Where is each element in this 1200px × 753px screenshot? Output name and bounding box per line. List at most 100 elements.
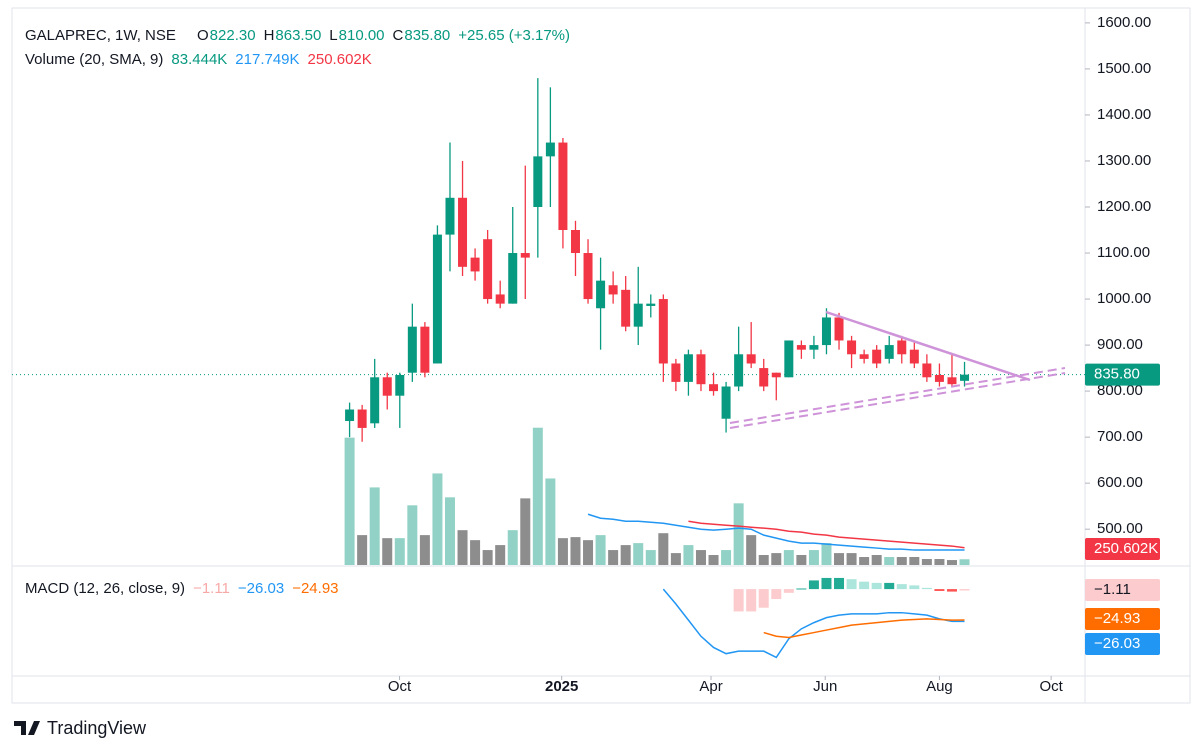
legend-text: H	[264, 27, 275, 44]
legend-text: L	[329, 27, 337, 44]
legend-text: O	[197, 27, 209, 44]
macd-histogram-bar	[783, 589, 794, 593]
histogram-tag-box	[1085, 579, 1160, 601]
macd-histogram-bar	[859, 581, 870, 590]
trendline	[729, 367, 1066, 424]
candle-body	[483, 239, 493, 300]
macd-histogram-bar	[959, 589, 970, 591]
trendline	[825, 310, 1031, 382]
logo: TradingView	[14, 718, 147, 738]
volume-bar	[520, 498, 531, 565]
macd-tag: −26.03	[1094, 635, 1140, 652]
candle-body	[407, 326, 417, 373]
volume-bar	[796, 555, 807, 565]
legend-text: 83.444K	[171, 51, 227, 68]
volume-bar	[896, 557, 907, 565]
macd-histogram-bar	[846, 579, 857, 590]
x-tick-label: Oct	[1039, 678, 1063, 695]
legend-text: 863.50	[275, 27, 321, 44]
legend-text: −26.03	[238, 580, 284, 597]
candle-body	[721, 386, 731, 419]
candle-body	[382, 377, 392, 396]
candle-body	[621, 289, 631, 327]
marks: 500.00 600.00 700.00 800.00 900.00 1000.00 110…	[12, 14, 1151, 695]
candle-body	[709, 384, 719, 392]
macd-histogram-bar	[884, 582, 895, 590]
volume-bar	[871, 555, 882, 565]
volume-bar	[658, 533, 669, 565]
legend-volume: Volume (20, SMA, 9) 83.444K 217.749K 250.60…	[25, 51, 372, 68]
x-tick-label: 2025	[545, 678, 578, 695]
price-tag: 835.80	[1094, 366, 1140, 383]
y-tick-label: 500.00	[1097, 520, 1143, 537]
candle-body	[922, 363, 932, 378]
candle-body	[909, 349, 919, 364]
volume-bar	[407, 505, 418, 565]
candle-body	[784, 340, 794, 378]
candle-body	[734, 354, 744, 387]
candle-body	[834, 317, 844, 341]
volume-bar	[783, 550, 794, 565]
y-tick-label: 900.00	[1097, 336, 1143, 353]
volume-bar	[708, 555, 719, 565]
y-tick-label: 800.00	[1097, 382, 1143, 399]
volume-bar	[457, 530, 468, 565]
y-tick-label: 1400.00	[1097, 106, 1151, 123]
legend-text: 822.30	[210, 27, 256, 44]
volume-bar	[821, 543, 832, 565]
volume-bar	[909, 557, 920, 565]
candle-body	[357, 409, 367, 428]
macd-histogram-bar	[746, 589, 757, 612]
y-tick-label: 1300.00	[1097, 152, 1151, 169]
macd-histogram-bar	[934, 589, 945, 591]
volume-tag-box	[1085, 538, 1160, 560]
candle-body	[796, 345, 806, 350]
candle-body	[759, 368, 769, 387]
legend-macd: MACD (12, 26, close, 9) −1.11 −26.03 −24.93	[25, 580, 339, 597]
volume-bar	[432, 473, 443, 565]
volume-bar	[357, 535, 368, 565]
candle-body	[558, 142, 568, 231]
y-tick-label: 1600.00	[1097, 14, 1151, 31]
candle-body	[633, 303, 643, 327]
y-tick-label: 600.00	[1097, 474, 1143, 491]
macd-histogram-bar	[758, 589, 769, 608]
legend-text: +25.65 (+3.17%)	[458, 27, 570, 44]
volume-bar	[470, 540, 481, 565]
y-tick-label: 1100.00	[1097, 244, 1150, 261]
candle-body	[872, 349, 882, 364]
volume-bar	[683, 545, 694, 565]
volume-bar	[921, 559, 932, 565]
candle-body	[947, 377, 957, 385]
candle-body	[370, 377, 380, 424]
x-tick-label: Oct	[388, 678, 412, 695]
volume-bar	[394, 538, 405, 565]
legend-text: Volume (20, SMA, 9)	[25, 51, 163, 68]
legend-text: 250.602K	[308, 51, 372, 68]
candle-body	[696, 354, 706, 385]
candle-body	[596, 280, 606, 309]
legend-text: 217.749K	[235, 51, 299, 68]
volume-bar	[808, 550, 819, 565]
legend-text: 835.80	[404, 27, 450, 44]
macd-histogram-bar	[796, 588, 807, 590]
candle-body	[420, 326, 430, 373]
volume-bar	[695, 550, 706, 565]
candle-body	[809, 345, 819, 350]
volume-bar	[771, 553, 782, 565]
candle-body	[683, 354, 693, 382]
x-tick-label: Aug	[926, 678, 953, 695]
candle-body	[432, 234, 442, 364]
y-tick-label: 1000.00	[1097, 290, 1151, 307]
x-tick-label: Apr	[699, 678, 722, 695]
volume-bar	[595, 535, 606, 565]
candle-body	[847, 340, 857, 355]
candle-body	[859, 354, 869, 359]
volume-bar	[344, 437, 355, 565]
candle-body	[520, 253, 530, 258]
macd-histogram-bar	[896, 584, 907, 590]
legend-text: −24.93	[292, 580, 338, 597]
legend-symbol: GALAPREC, 1W, NSE	[25, 27, 176, 44]
macd-histogram-bar	[834, 577, 845, 590]
macd-line	[662, 588, 965, 659]
